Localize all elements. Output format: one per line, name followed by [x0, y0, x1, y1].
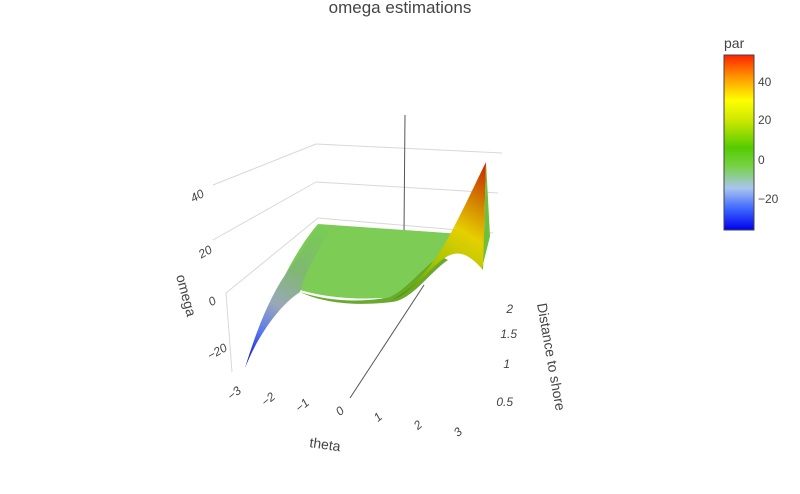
z-tick-40: 40 [188, 186, 207, 205]
colorbar-tick-neg20: −20 [758, 192, 779, 206]
colorbar-tick-0: 0 [758, 153, 765, 167]
x-tick-neg2: −2 [258, 389, 278, 409]
y-tick-1-5: 1.5 [500, 327, 517, 341]
z-vertical-line [403, 114, 406, 233]
x-tick-neg3: −3 [224, 383, 244, 403]
surface-near-edge [482, 162, 490, 270]
x-tick-neg1: −1 [292, 396, 311, 416]
x-tick-3: 3 [451, 424, 465, 439]
surface [245, 162, 490, 368]
colorbar: par 40 20 0 −20 [723, 35, 779, 231]
x-axis: −3 −2 −1 0 1 2 3 theta [224, 383, 465, 454]
surface-valley [300, 256, 448, 304]
x-tick-0: 0 [333, 403, 347, 418]
chart-title: omega estimations [329, 0, 472, 17]
colorbar-title: par [724, 35, 745, 51]
grid-lines [212, 143, 503, 294]
y-axis: 2 1.5 1 0.5 Distance to shore [496, 302, 568, 412]
colorbar-tick-40: 40 [758, 75, 772, 89]
z-axis: 40 20 0 −20 omega [173, 186, 230, 362]
surface-right-peak [392, 162, 486, 300]
y-tick-2: 2 [505, 302, 513, 316]
surface-left-slope [245, 226, 330, 368]
y-tick-1: 1 [503, 357, 510, 371]
x-axis-title: theta [309, 434, 342, 454]
x-tick-1: 1 [371, 410, 385, 425]
x-tick-2: 2 [410, 417, 425, 433]
floor-edge-line [225, 292, 233, 373]
colorbar-tick-20: 20 [758, 113, 772, 127]
z-axis-title: omega [173, 273, 200, 319]
y-tick-0-5: 0.5 [496, 395, 513, 409]
y-axis-title: Distance to shore [534, 302, 569, 412]
z-tick-0: 0 [206, 293, 219, 309]
theta-zero-line [349, 284, 425, 399]
z-tick-neg20: −20 [205, 340, 230, 362]
z-tick-20: 20 [195, 242, 215, 261]
colorbar-gradient [723, 54, 755, 231]
